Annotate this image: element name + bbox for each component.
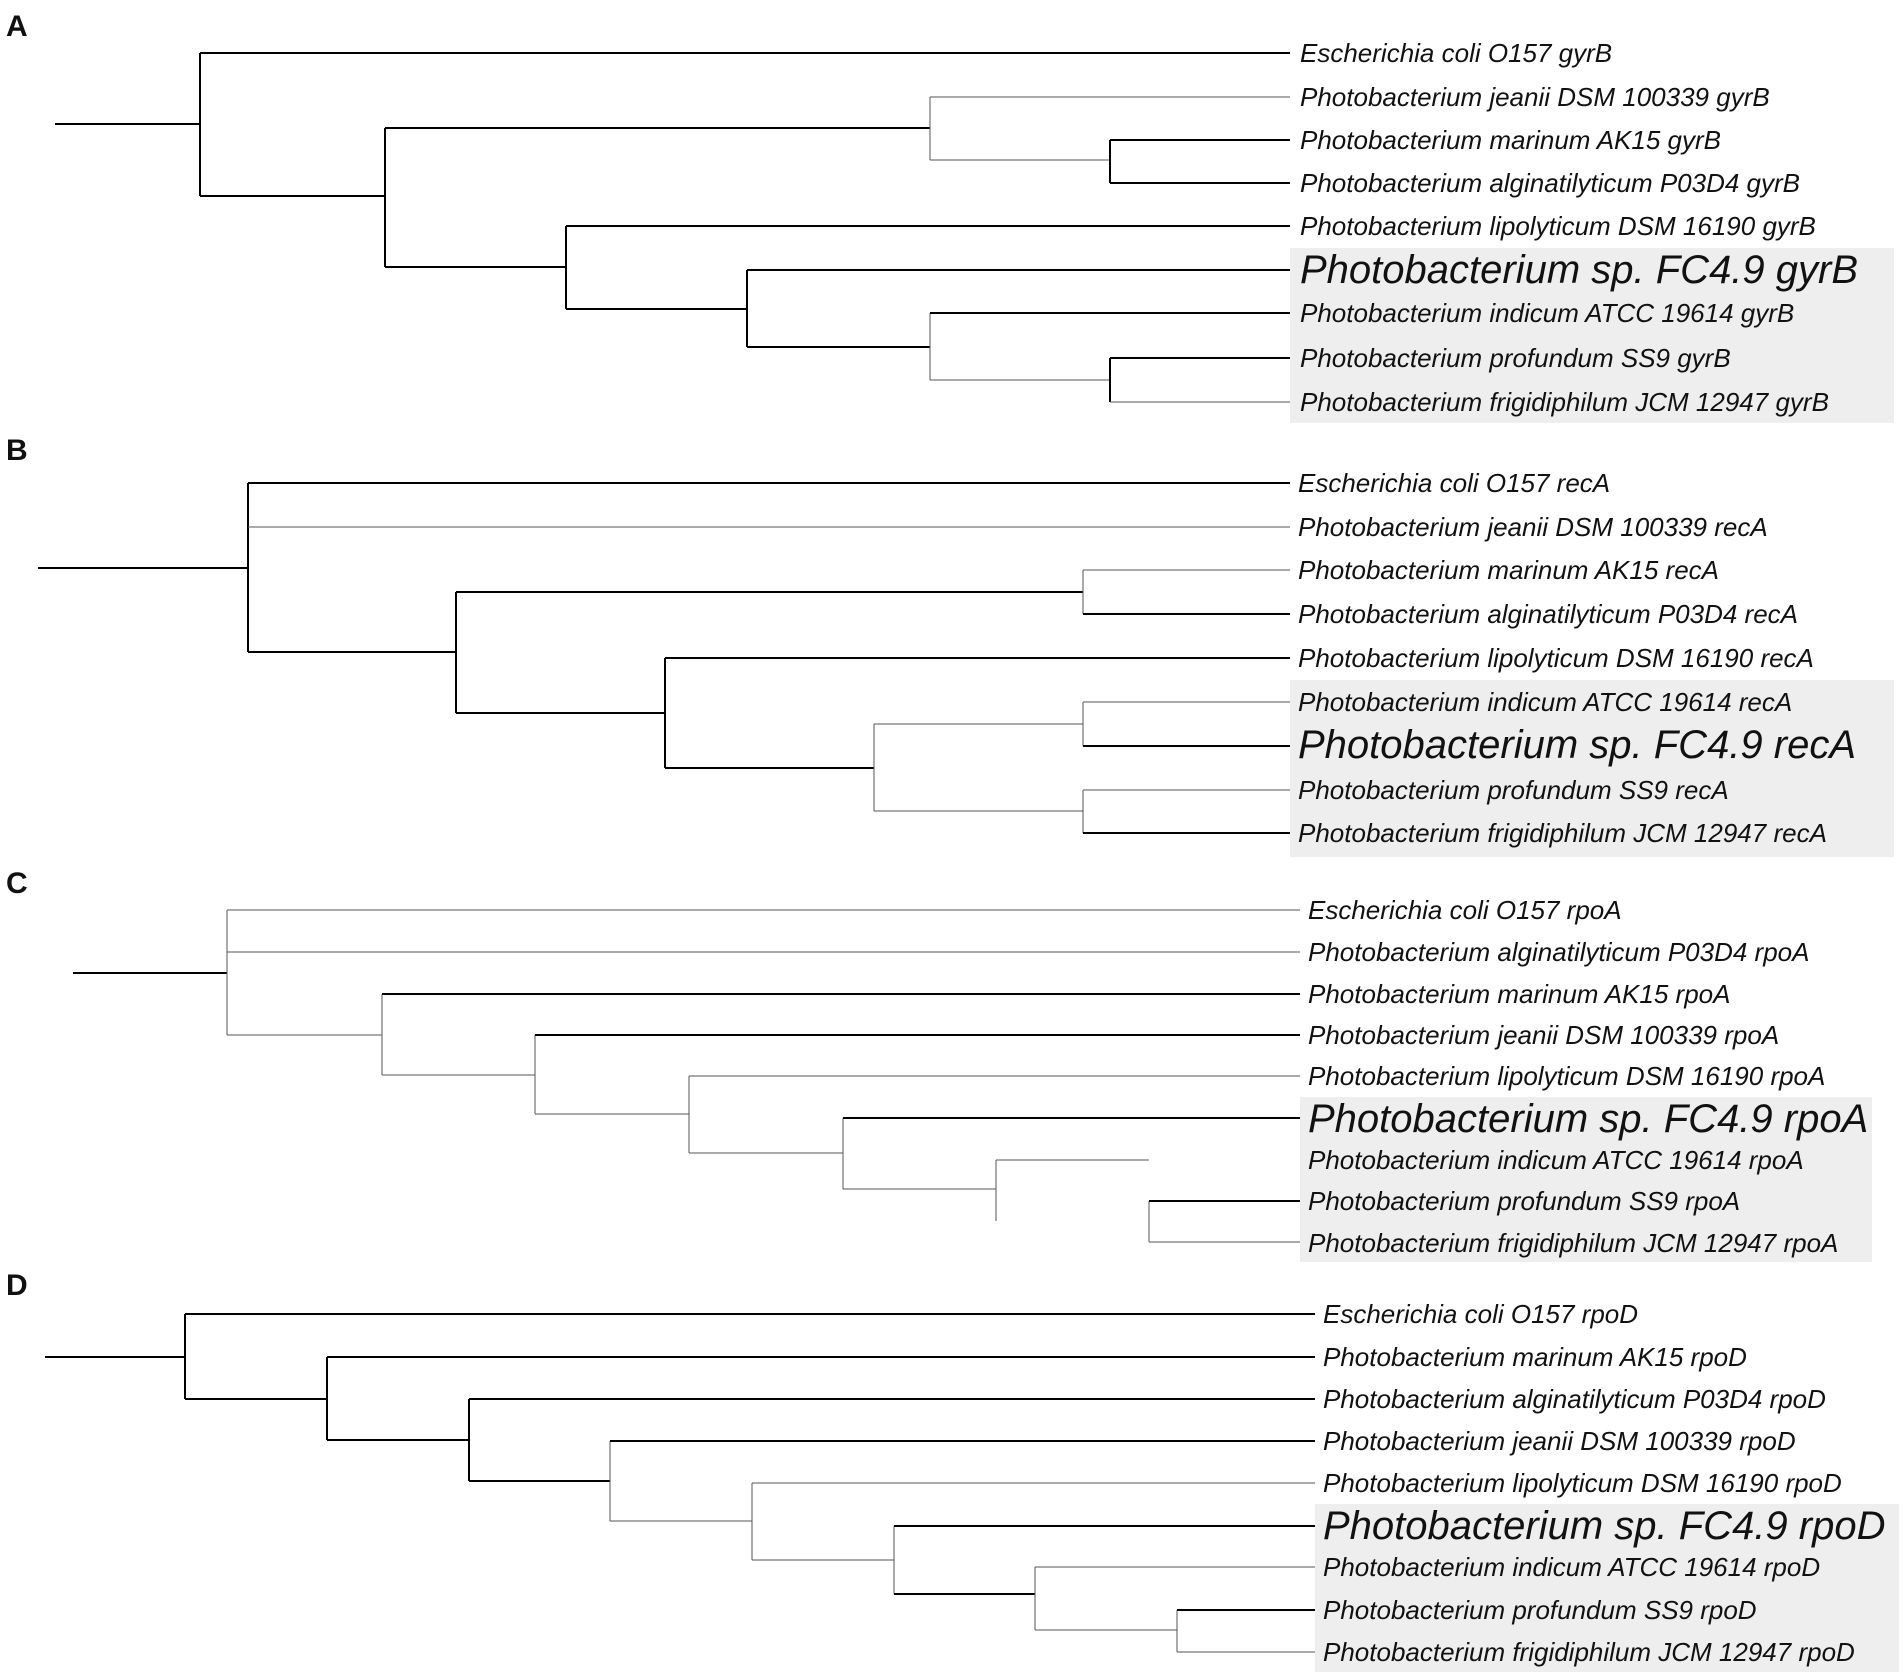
taxon-labels-a: Escherichia coli O157 gyrB Photobacteriu… bbox=[1300, 38, 1858, 417]
taxon-label: Photobacterium profundum SS9 rpoA bbox=[1308, 1186, 1740, 1216]
tree-d bbox=[45, 1313, 1315, 1653]
taxon-labels-c: Escherichia coli O157 rpoA Photobacteriu… bbox=[1308, 895, 1868, 1258]
taxon-label: Photobacterium alginatilyticum P03D4 rpo… bbox=[1308, 937, 1809, 967]
tree-a bbox=[55, 52, 1290, 403]
taxon-label: Photobacterium marinum AK15 gyrB bbox=[1300, 125, 1721, 155]
taxon-label: Photobacterium profundum SS9 gyrB bbox=[1300, 343, 1731, 373]
panel-a: A bbox=[6, 10, 1894, 423]
taxon-label: Photobacterium frigidiphilum JCM 12947 r… bbox=[1308, 1228, 1838, 1258]
taxon-label: Photobacterium alginatilyticum P03D4 rec… bbox=[1298, 599, 1798, 629]
highlight-box-b bbox=[1290, 680, 1894, 857]
taxon-label: Photobacterium indicum ATCC 19614 recA bbox=[1298, 687, 1792, 717]
taxon-labels-d: Escherichia coli O157 rpoD Photobacteriu… bbox=[1323, 1299, 1885, 1667]
taxon-label: Photobacterium lipolyticum DSM 16190 rpo… bbox=[1323, 1468, 1842, 1498]
taxon-label: Photobacterium indicum ATCC 19614 rpoA bbox=[1308, 1145, 1804, 1175]
taxon-label: Escherichia coli O157 rpoD bbox=[1323, 1299, 1638, 1329]
taxon-label: Photobacterium profundum SS9 recA bbox=[1298, 775, 1729, 805]
panel-label-c: C bbox=[6, 867, 28, 900]
taxon-label: Photobacterium lipolyticum DSM 16190 rec… bbox=[1298, 643, 1814, 673]
taxon-label: Escherichia coli O157 recA bbox=[1298, 468, 1610, 498]
taxon-label: Photobacterium jeanii DSM 100339 recA bbox=[1298, 512, 1768, 542]
highlight-box-c bbox=[1300, 1097, 1872, 1262]
taxon-label: Photobacterium alginatilyticum P03D4 gyr… bbox=[1300, 168, 1800, 198]
panel-label-b: B bbox=[6, 434, 28, 467]
taxon-label: Photobacterium alginatilyticum P03D4 rpo… bbox=[1323, 1384, 1826, 1414]
taxon-label: Photobacterium frigidiphilum JCM 12947 r… bbox=[1323, 1637, 1855, 1667]
taxon-label-emphasized: Photobacterium sp. FC4.9 recA bbox=[1298, 723, 1856, 767]
panel-label-a: A bbox=[6, 10, 28, 43]
taxon-label: Photobacterium lipolyticum DSM 16190 gyr… bbox=[1300, 211, 1816, 241]
taxon-label: Photobacterium marinum AK15 rpoD bbox=[1323, 1342, 1747, 1372]
taxon-label: Photobacterium profundum SS9 rpoD bbox=[1323, 1595, 1757, 1625]
taxon-label: Escherichia coli O157 gyrB bbox=[1300, 38, 1612, 68]
taxon-label: Photobacterium lipolyticum DSM 16190 rpo… bbox=[1308, 1061, 1825, 1091]
highlight-box-a bbox=[1290, 248, 1894, 423]
taxon-label: Photobacterium marinum AK15 rpoA bbox=[1308, 979, 1730, 1009]
taxon-label: Photobacterium frigidiphilum JCM 12947 g… bbox=[1300, 387, 1829, 417]
taxon-label: Photobacterium frigidiphilum JCM 12947 r… bbox=[1298, 818, 1827, 848]
panel-c: C Escherichia coli O bbox=[6, 867, 1872, 1262]
taxon-label-emphasized: Photobacterium sp. FC4.9 rpoA bbox=[1308, 1097, 1868, 1141]
taxon-label: Escherichia coli O157 rpoA bbox=[1308, 895, 1622, 925]
panel-d: D bbox=[6, 1269, 1899, 1672]
taxon-label: Photobacterium jeanii DSM 100339 gyrB bbox=[1300, 82, 1770, 112]
taxon-label-emphasized: Photobacterium sp. FC4.9 rpoD bbox=[1323, 1504, 1885, 1548]
taxon-label-emphasized: Photobacterium sp. FC4.9 gyrB bbox=[1300, 248, 1858, 292]
panel-b: B Escherichia bbox=[6, 434, 1894, 857]
panel-label-d: D bbox=[6, 1269, 28, 1302]
taxon-label: Photobacterium marinum AK15 recA bbox=[1298, 555, 1719, 585]
taxon-labels-b: Escherichia coli O157 recA Photobacteriu… bbox=[1298, 468, 1856, 848]
highlight-box-d bbox=[1315, 1504, 1899, 1672]
tree-c bbox=[73, 909, 1300, 1243]
taxon-label: Photobacterium indicum ATCC 19614 gyrB bbox=[1300, 298, 1794, 328]
taxon-label: Photobacterium jeanii DSM 100339 rpoD bbox=[1323, 1426, 1796, 1456]
tree-b bbox=[38, 482, 1290, 834]
taxon-label: Photobacterium jeanii DSM 100339 rpoA bbox=[1308, 1020, 1779, 1050]
taxon-label: Photobacterium indicum ATCC 19614 rpoD bbox=[1323, 1552, 1820, 1582]
